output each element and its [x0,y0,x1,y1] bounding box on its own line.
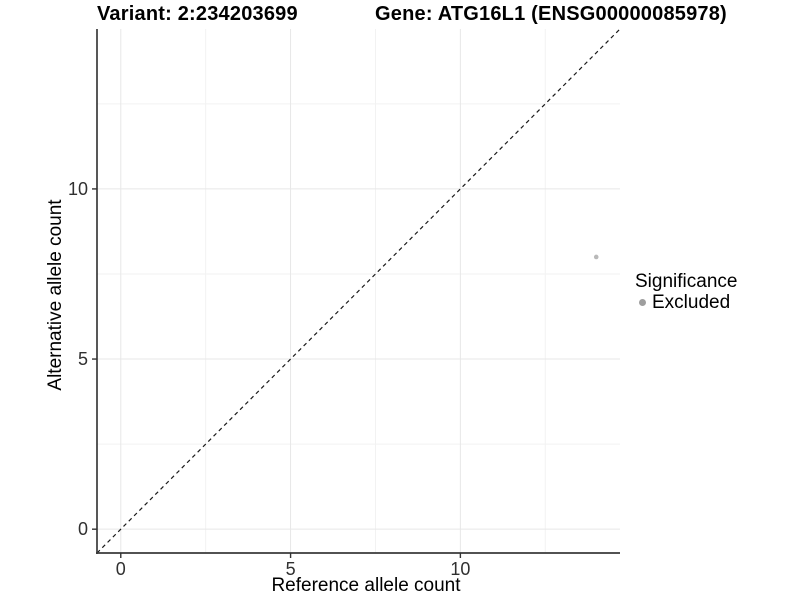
y-tick-label: 10 [68,179,88,199]
x-tick-label: 0 [116,559,126,579]
legend-item-excluded: Excluded [635,292,737,313]
legend-key-dot [639,299,646,306]
legend: Significance Excluded [635,271,737,313]
identity-line [96,28,621,554]
x-tick-label: 5 [286,559,296,579]
legend-title: Significance [635,271,738,292]
plot-title-variant: Variant: 2:234203699 [97,3,298,25]
y-tick-label: 5 [78,349,88,369]
data-point [593,254,599,260]
x-axis-title: Reference allele count [271,575,461,596]
y-axis-title: Alternative allele count [45,199,66,391]
plot-title-gene: Gene: ATG16L1 (ENSG00000085978) [375,3,727,25]
legend-item-label: Excluded [652,291,731,313]
y-tick-label: 0 [78,519,88,539]
x-tick-label: 10 [450,559,470,579]
